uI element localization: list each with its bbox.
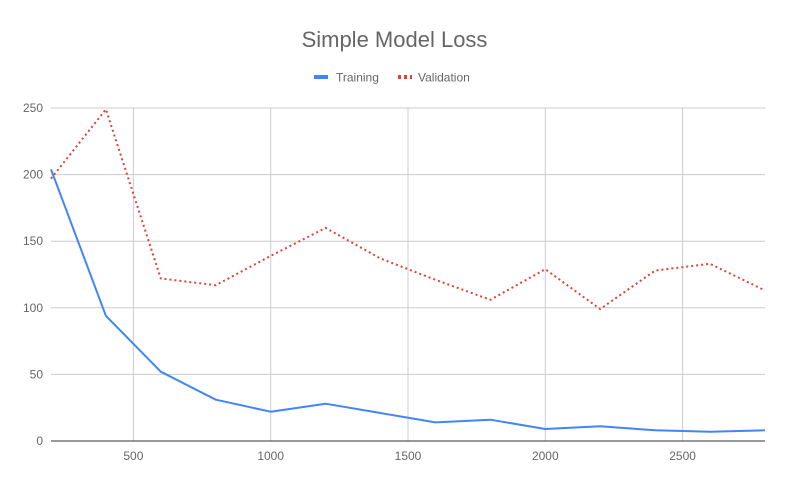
y-tick-label: 50 (30, 367, 44, 381)
y-tick-label: 150 (23, 234, 43, 248)
y-tick-label: 200 (23, 168, 43, 182)
x-axis-labels: 500 1000 1500 2000 2500 (123, 449, 696, 463)
plot-series (50, 108, 766, 433)
series-line-training (50, 168, 766, 433)
x-tick-label: 500 (123, 449, 143, 463)
y-axis-labels: 0 50 100 150 200 250 (23, 101, 43, 448)
chart-title: Simple Model Loss (302, 27, 488, 52)
series-line-validation (50, 108, 766, 311)
x-tick-label: 1000 (257, 449, 284, 463)
x-tick-label: 2500 (669, 449, 696, 463)
legend: Training Validation (314, 71, 470, 85)
legend-label-training: Training (336, 71, 379, 85)
y-tick-label: 250 (23, 101, 43, 115)
y-tick-label: 0 (36, 434, 43, 448)
x-tick-label: 2000 (532, 449, 559, 463)
legend-label-validation: Validation (418, 71, 470, 85)
gridlines (51, 107, 765, 441)
y-tick-label: 100 (23, 301, 43, 315)
x-tick-label: 1500 (395, 449, 422, 463)
